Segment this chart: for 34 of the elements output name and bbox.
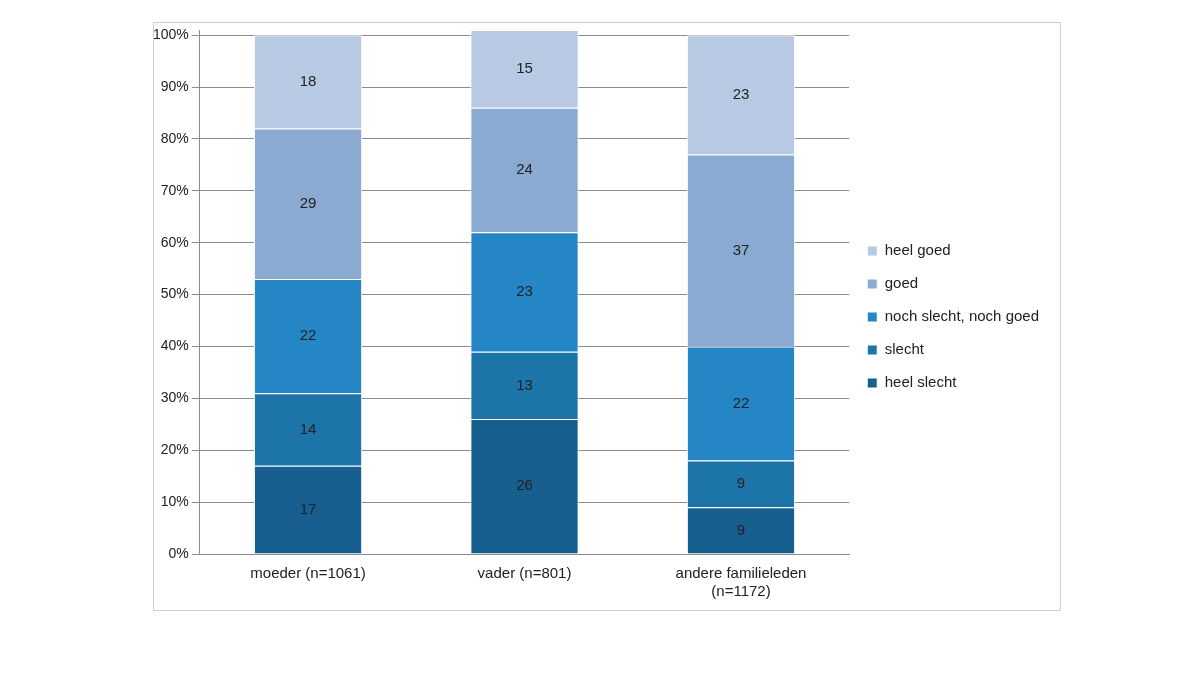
y-tick-label: 80% (160, 129, 189, 146)
data-label: 23 (516, 282, 533, 300)
legend-label: slecht (884, 340, 925, 358)
y-tick-label: 100% (152, 26, 189, 43)
data-label: 15 (516, 59, 533, 77)
x-tick-label: moeder (n=1061) (250, 564, 366, 582)
data-label: 23 (732, 84, 750, 102)
y-tick-label: 0% (168, 544, 189, 561)
y-tick-label: 10% (160, 492, 189, 509)
data-label: 22 (732, 393, 750, 411)
x-tick-label: vader (n=801) (477, 564, 572, 582)
y-tick-label: 30% (160, 389, 189, 406)
data-label: 17 (299, 499, 317, 517)
y-tick-label: 40% (160, 337, 189, 354)
data-label: 24 (516, 160, 533, 178)
data-label: 37 (732, 240, 750, 258)
y-tick-label: 50% (160, 285, 189, 302)
y-tick-label: 60% (160, 233, 189, 250)
x-tick-label: andere familieleden (n=1172) (675, 564, 807, 600)
legend-label: goed (884, 274, 919, 292)
y-tick-label: 90% (160, 77, 189, 94)
data-label: 22 (299, 326, 317, 344)
data-label: 9 (736, 474, 746, 492)
data-label: 29 (299, 193, 317, 211)
y-tick-label: 70% (160, 181, 189, 198)
data-label: 14 (299, 419, 317, 437)
data-label: 9 (736, 520, 746, 538)
data-label: 13 (516, 375, 533, 393)
data-label: 26 (516, 476, 533, 494)
data-label: 18 (299, 72, 317, 90)
legend-label: noch slecht, noch goed (884, 307, 1039, 325)
legend-label: heel goed (884, 241, 951, 259)
legend-label: heel slecht (884, 373, 958, 391)
y-tick-label: 20% (160, 441, 189, 458)
